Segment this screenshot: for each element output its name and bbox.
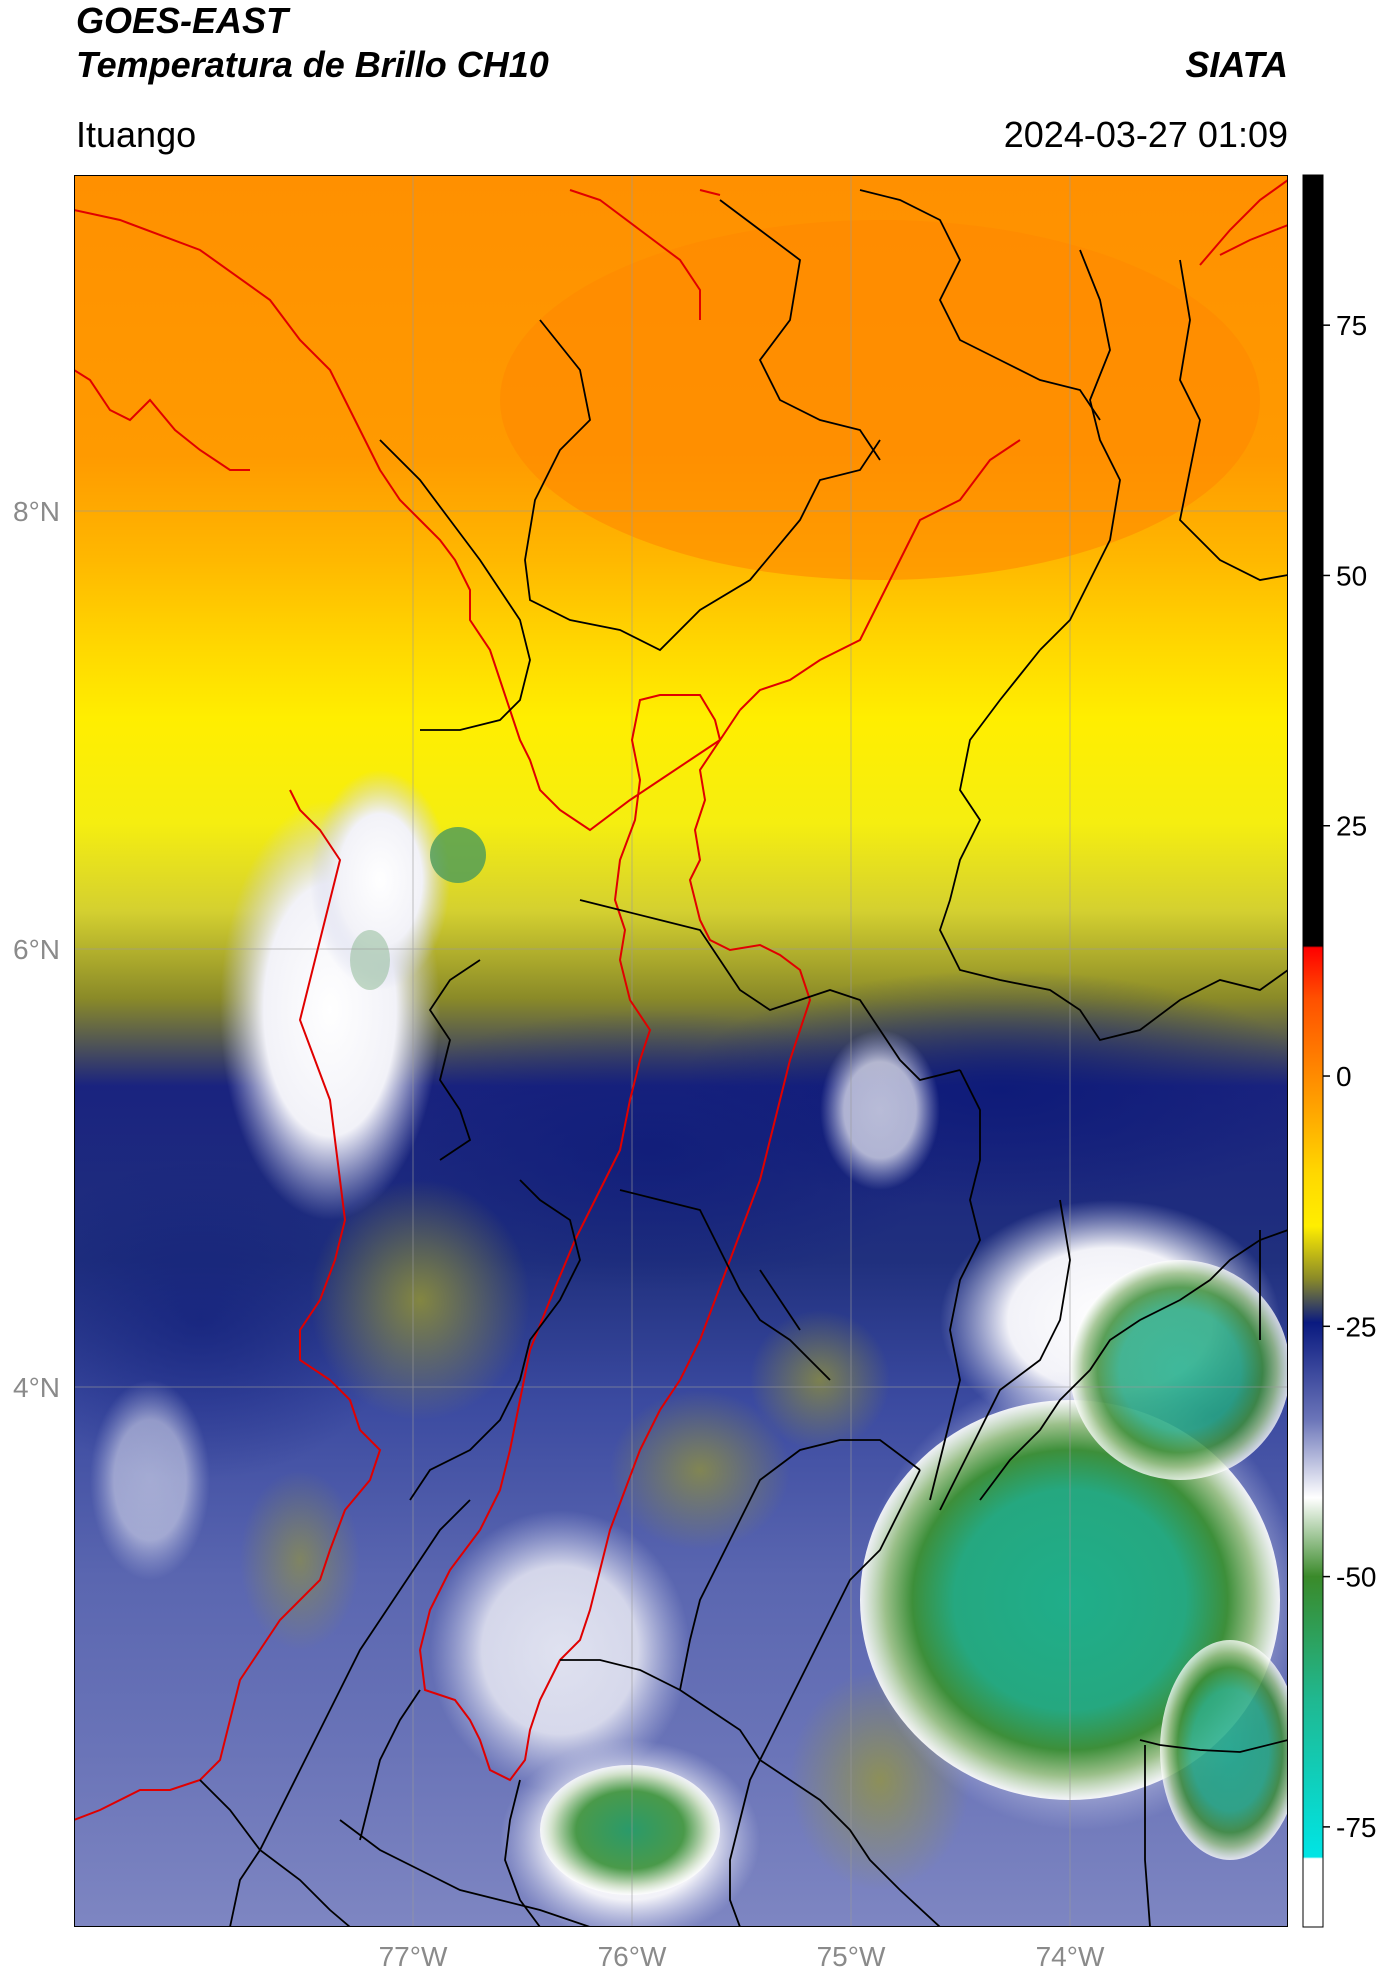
graticule [74,175,1288,1927]
colorbar: 75 50 25 0 -25 -50 -75 [1302,174,1376,1928]
colorbar-tick-25: 25 [1336,811,1367,842]
organization-label: SIATA [1185,44,1288,85]
brightness-temperature-field [74,175,1288,1927]
lon-label-77w: 77°W [379,1941,448,1972]
lon-label-76w: 76°W [598,1941,667,1972]
map-subtitle: Temperatura de Brillo CH10 [76,44,549,85]
coastline [74,179,1288,1821]
lat-label-6n: 6°N [13,934,60,965]
colorbar-tick-50: 50 [1336,560,1367,591]
colorbar-tick-0: 0 [1336,1061,1352,1092]
lat-label-8n: 8°N [13,496,60,527]
lon-label-75w: 75°W [817,1941,886,1972]
lat-label-4n: 4°N [13,1372,60,1403]
lon-label-74w: 74°W [1036,1941,1105,1972]
colorbar-tick-minus75: -75 [1336,1812,1376,1843]
timestamp-label: 2024-03-27 01:09 [1003,114,1288,155]
admin-borders [199,189,1288,1927]
map-title: GOES-EAST [76,0,289,41]
colorbar-scale [1302,174,1324,1928]
colorbar-tick-75: 75 [1336,310,1367,341]
region-label: Ituango [76,114,197,155]
colorbar-tick-minus50: -50 [1336,1562,1376,1593]
colorbar-tick-minus25: -25 [1336,1311,1376,1342]
